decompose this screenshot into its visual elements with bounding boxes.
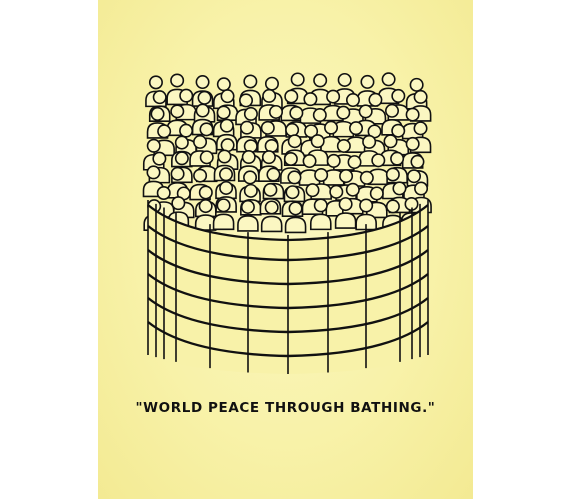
crowd-in-bathtub-illustration — [142, 72, 432, 374]
person-figure — [320, 120, 342, 153]
crowd — [142, 72, 432, 234]
poster-caption: "WORLD PEACE THROUGH BATHING." — [135, 400, 436, 416]
person-figure — [212, 198, 235, 231]
person-figure — [355, 198, 377, 231]
bathtub — [147, 200, 429, 374]
person-figure — [284, 201, 307, 234]
person-figure — [309, 198, 332, 231]
person-figure — [237, 199, 259, 232]
poster: "WORLD PEACE THROUGH BATHING." — [98, 0, 473, 499]
person-figure — [260, 200, 283, 233]
person-figure — [345, 121, 367, 153]
person-figure — [334, 197, 357, 229]
